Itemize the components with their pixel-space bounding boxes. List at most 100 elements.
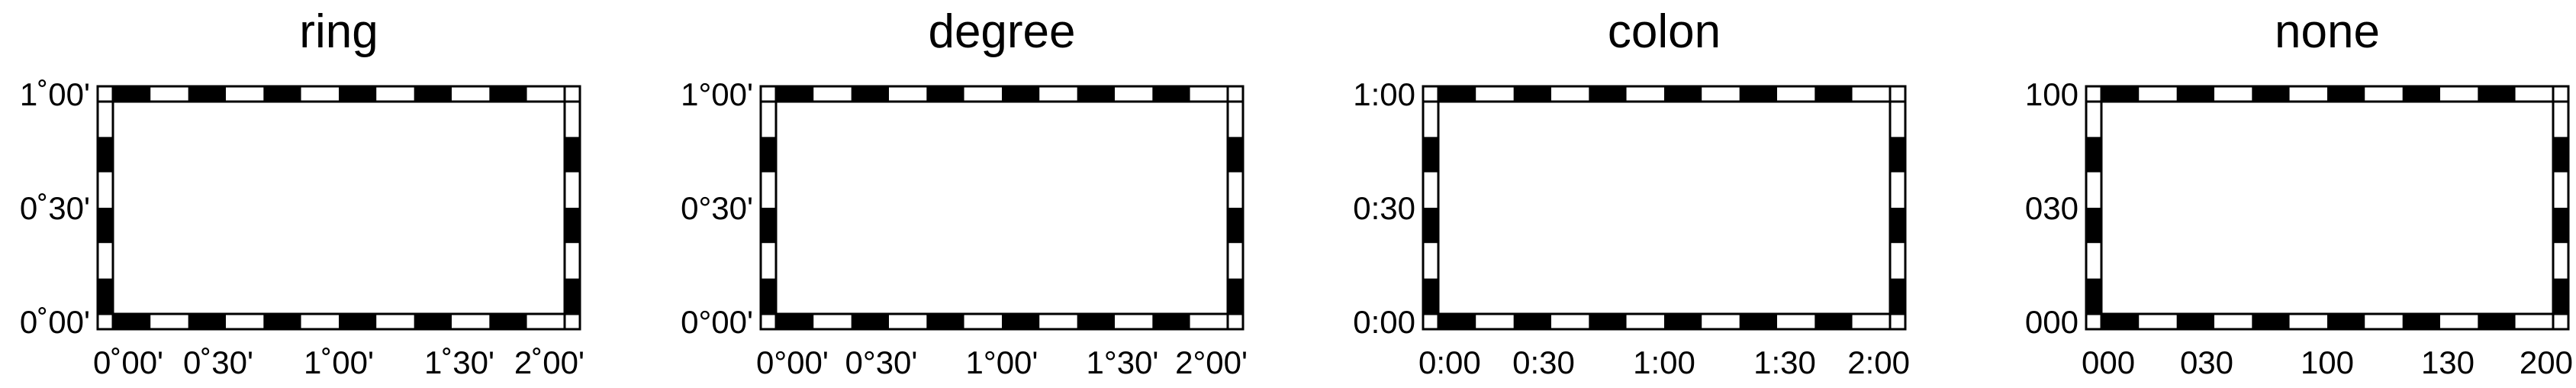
- x-tick-label: 0˚00': [93, 344, 163, 380]
- frame-segment-bottom: [1702, 314, 1740, 329]
- x-tick-label: 200: [2520, 344, 2573, 380]
- frame-segment-top: [150, 86, 188, 102]
- frame-segment-right: [1228, 102, 1243, 137]
- panel-degree: degree 0°00' 0°30' 1°00' 1°30' 2°00' 0°00' 0°30…: [681, 5, 1248, 380]
- frame-segment-bottom: [489, 314, 527, 329]
- frame-segment-left: [1423, 243, 1438, 279]
- frame-segment-bottom: [452, 314, 490, 329]
- frame-segment-bottom: [2478, 314, 2516, 329]
- frame-segment-top: [1814, 86, 1853, 102]
- y-tick-label: 1°00': [681, 76, 753, 112]
- frame-segment-left: [1423, 278, 1438, 314]
- frame-segment-bottom: [1551, 314, 1589, 329]
- panel-none: none 000 030 100 130 200 000 030 100: [2025, 5, 2573, 380]
- frame-segment-right: [1890, 208, 1905, 244]
- frame-segment-top: [376, 86, 414, 102]
- frame-segment-top: [1513, 86, 1551, 102]
- frame-segment-top: [489, 86, 527, 102]
- frame-segment-right: [2553, 278, 2568, 314]
- frame-segment-bottom: [1039, 314, 1077, 329]
- frame-segment-left: [761, 172, 776, 208]
- frame-segment-bottom: [1513, 314, 1551, 329]
- panel-title: ring: [299, 5, 378, 58]
- frame-segment-left: [761, 102, 776, 137]
- frame-segment-bottom: [2252, 314, 2290, 329]
- frame-segment-top: [2365, 86, 2403, 102]
- frame-segment-left: [2086, 102, 2101, 137]
- frame-border: [1422, 85, 1907, 331]
- frame-segment-top: [526, 86, 565, 102]
- y-tick-label: 000: [2025, 304, 2079, 340]
- frame-segment-bottom: [2327, 314, 2365, 329]
- frame-segment-left: [2086, 278, 2101, 314]
- frame-segment-bottom: [263, 314, 301, 329]
- frame-segment-top: [1115, 86, 1153, 102]
- frame-outer: [1422, 85, 1907, 331]
- frame-segment-bottom: [376, 314, 414, 329]
- frame-segment-top: [1702, 86, 1740, 102]
- panel-title: none: [2275, 5, 2380, 58]
- frame-segment-left: [98, 172, 113, 208]
- frame-segment-top: [1589, 86, 1627, 102]
- x-tick-label: 1:00: [1633, 344, 1695, 380]
- frame-segment-bottom: [188, 314, 226, 329]
- frame-segment-top: [263, 86, 301, 102]
- frame-segment-right: [1890, 243, 1905, 279]
- frame-segment-bottom: [889, 314, 927, 329]
- y-tick-label: 0˚30': [20, 190, 90, 226]
- frame-segment-left: [2086, 208, 2101, 244]
- frame-segment-top: [2402, 86, 2440, 102]
- y-tick-label: 1˚00': [20, 76, 90, 112]
- frame-segment-top: [1664, 86, 1702, 102]
- frame-outer: [2085, 85, 2570, 331]
- frame-segment-bottom: [2176, 314, 2214, 329]
- frame-segment-top: [1190, 86, 1228, 102]
- frame-segment-top: [2515, 86, 2553, 102]
- frame-segment-right: [1890, 278, 1905, 314]
- frame-segment-bottom: [813, 314, 852, 329]
- frame-segment-right: [565, 278, 580, 314]
- frame-segment-right: [2553, 172, 2568, 208]
- frame-segment-top: [188, 86, 226, 102]
- frame-border: [2085, 85, 2570, 331]
- frame-segment-right: [1890, 137, 1905, 173]
- frame-segment-right: [565, 208, 580, 244]
- frame-segment-top: [2176, 86, 2214, 102]
- frame-segment-top: [1077, 86, 1115, 102]
- frame-border: [759, 85, 1245, 331]
- frame-segment-bottom: [1190, 314, 1228, 329]
- frame-segment-bottom: [1664, 314, 1702, 329]
- frame-segment-top: [1551, 86, 1589, 102]
- frame-segment-left: [98, 137, 113, 173]
- frame-segment-left: [98, 208, 113, 244]
- x-tick-label: 1°30': [1087, 344, 1159, 380]
- x-tick-label: 0°30': [845, 344, 918, 380]
- frame-segment-bottom: [1077, 314, 1115, 329]
- frame-segment-top: [1852, 86, 1890, 102]
- y-tick-label: 0°00': [681, 304, 753, 340]
- y-tick-label: 0:30: [1353, 190, 1415, 226]
- frame-segment-top: [2440, 86, 2478, 102]
- frame-segment-top: [1002, 86, 1040, 102]
- x-tick-label: 1:30: [1753, 344, 1816, 380]
- frame-segment-top: [2478, 86, 2516, 102]
- panel-title: colon: [1608, 5, 1721, 58]
- frame-segment-top: [2289, 86, 2327, 102]
- frame-segment-left: [1423, 102, 1438, 137]
- frame-segment-top: [776, 86, 814, 102]
- frame-segment-top: [2327, 86, 2365, 102]
- y-tick-label: 0°30': [681, 190, 753, 226]
- y-tick-label: 0:00: [1353, 304, 1415, 340]
- x-tick-label: 0:30: [1512, 344, 1575, 380]
- frame-segment-left: [761, 208, 776, 244]
- frame-segment-bottom: [2214, 314, 2252, 329]
- frame-segment-bottom: [1589, 314, 1627, 329]
- frame-segment-bottom: [2139, 314, 2177, 329]
- frame-segment-top: [1152, 86, 1190, 102]
- x-tick-label: 2:00: [1847, 344, 1910, 380]
- frame-segment-bottom: [1739, 314, 1777, 329]
- y-tick-label: 0˚00': [20, 304, 90, 340]
- frame-segment-top: [339, 86, 377, 102]
- frame-segment-left: [1423, 208, 1438, 244]
- frame-segment-right: [2553, 137, 2568, 173]
